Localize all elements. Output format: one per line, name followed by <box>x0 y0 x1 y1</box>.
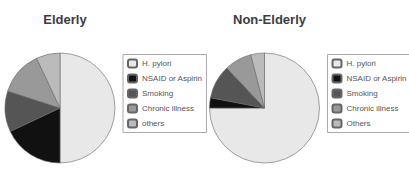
svg-text:Elderly: Elderly <box>43 12 87 27</box>
svg-text:Others: Others <box>347 119 371 128</box>
svg-text:Chronic illness: Chronic illness <box>142 104 194 113</box>
svg-text:Smoking: Smoking <box>142 89 173 98</box>
svg-text:H. pylori: H. pylori <box>142 59 172 68</box>
svg-text:H. pylori: H. pylori <box>347 59 377 68</box>
svg-text:Smoking: Smoking <box>347 89 378 98</box>
svg-text:NSAID or Aspirin: NSAID or Aspirin <box>142 74 202 83</box>
svg-text:Non-Elderly: Non-Elderly <box>233 12 307 27</box>
svg-text:NSAID or Aspirin: NSAID or Aspirin <box>347 74 407 83</box>
svg-text:Chronic illness: Chronic illness <box>347 104 399 113</box>
svg-text:others: others <box>142 119 164 128</box>
